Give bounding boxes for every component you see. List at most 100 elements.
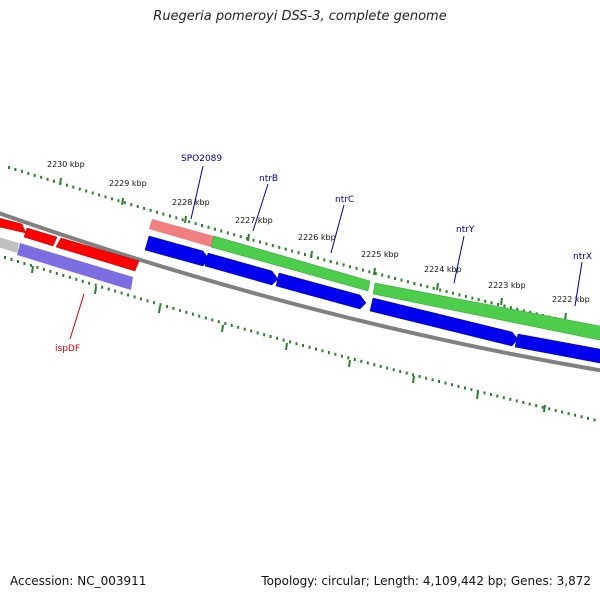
ruler-dot (194, 222, 197, 226)
gene-arrow[interactable] (55, 237, 140, 272)
ruler-dot (162, 212, 165, 216)
ruler-dot (72, 185, 75, 189)
ruler-dot (304, 253, 306, 256)
ruler-dot (399, 370, 402, 373)
gene-labels: SPO2089 ntrB ntrC ntrY ntrX ispDF (55, 154, 592, 354)
ruler-dot (140, 297, 142, 301)
ruler-dot (136, 205, 139, 208)
gene-label-ntrx[interactable]: ntrX (573, 252, 592, 262)
ruler-dot (483, 391, 486, 395)
gene-label-ntrb[interactable]: ntrB (259, 174, 278, 184)
ruler-major-tick (247, 233, 250, 242)
gene-arrow[interactable] (369, 297, 519, 347)
ruler-dot (220, 229, 223, 233)
ruler-dot (289, 340, 291, 344)
ruler-label: 2227 kbp (235, 216, 273, 225)
ruler-dot (321, 349, 324, 353)
ruler-dot (117, 199, 120, 203)
operon-ntr[interactable] (210, 235, 371, 292)
gene-arrow[interactable] (275, 272, 367, 310)
ruler-dot (111, 197, 113, 201)
ruler-dot (484, 299, 487, 303)
ruler-dot (65, 183, 68, 187)
ruler-dot (211, 318, 214, 322)
gene-arrow-ispdf[interactable] (17, 243, 133, 290)
genome-backbone (0, 211, 600, 373)
gene-label-ntry[interactable]: ntrY (456, 225, 475, 235)
ruler-dot (349, 265, 351, 269)
gene-arrow[interactable] (204, 252, 279, 286)
ruler-dot (246, 236, 249, 240)
ruler-major-tick (412, 375, 415, 384)
ruler-label: 2224 kbp (424, 265, 462, 274)
ruler-dot (373, 363, 376, 367)
ruler-dot (191, 312, 194, 316)
ruler-dot (276, 336, 279, 340)
ruler-dot (419, 283, 422, 287)
ruler-dot (178, 308, 181, 312)
gene-arrow-spo2089[interactable] (149, 219, 214, 247)
ruler-major-tick (373, 267, 376, 276)
gene-label-spo2089[interactable]: SPO2089 (181, 154, 222, 164)
ruler-dot (207, 225, 210, 229)
ruler-dot (263, 333, 266, 337)
ruler-dot (515, 399, 518, 403)
ruler-dot (250, 329, 253, 333)
operon-ntr-2[interactable] (372, 282, 600, 341)
ruler-dot (75, 277, 78, 281)
ruler-dot (40, 175, 43, 179)
ruler-dot (252, 238, 255, 242)
ruler-dot (46, 177, 49, 181)
ruler-dot (265, 242, 268, 246)
ruler-label: 2228 kbp (172, 198, 210, 207)
ruler-dot (282, 338, 285, 342)
ruler-dot (53, 179, 55, 183)
ruler-dot (181, 218, 184, 222)
ruler-dot (239, 235, 242, 238)
ruler-dot (471, 296, 474, 300)
gene-label-ntrc[interactable]: ntrC (335, 195, 354, 205)
ruler-dot (439, 288, 442, 292)
ruler-dot (149, 208, 152, 212)
ruler-dot (68, 275, 71, 279)
ruler-dot (259, 240, 261, 244)
ruler-dot (297, 251, 300, 255)
ruler-label: 2223 kbp (488, 281, 526, 290)
ruler-major-tick (31, 265, 34, 274)
gene-label-ispdf[interactable]: ispDF (55, 344, 80, 354)
ruler-dot (497, 302, 499, 306)
ruler-dot (78, 187, 81, 191)
ruler-dot (278, 245, 281, 249)
ruler-major-tick (158, 305, 161, 314)
ruler-dot (201, 224, 203, 227)
ruler-dot (269, 335, 272, 338)
ruler-dot (405, 371, 408, 375)
ruler-dot (36, 265, 39, 269)
ruler-dot (340, 354, 343, 358)
ruler-dot (123, 201, 126, 205)
ruler-dot (457, 384, 460, 388)
gene-arrow[interactable] (23, 227, 58, 247)
ruler-dot (470, 388, 473, 392)
ruler-dot (476, 389, 479, 393)
accession-text: Accession: NC_003911 (10, 574, 147, 588)
ruler-dot (541, 405, 544, 409)
ruler-dot (502, 396, 505, 400)
ruler-label: 2229 kbp (109, 179, 147, 188)
ruler-major-tick (348, 359, 351, 368)
ruler-dot (188, 220, 191, 224)
ruler-dot (580, 415, 583, 419)
ruler-dot (62, 273, 65, 277)
ruler-dot (94, 283, 97, 287)
ruler-dot (230, 324, 233, 327)
ruler-dot (316, 256, 319, 260)
ruler-major-tick (476, 391, 479, 400)
gene-arrow[interactable] (514, 333, 600, 364)
ruler-dot (360, 359, 363, 363)
forward-strand-features (0, 218, 600, 341)
ruler-dot (355, 266, 358, 270)
ruler-dot (407, 280, 409, 284)
ruler-dot (224, 322, 227, 326)
grey-gene[interactable] (0, 236, 19, 253)
